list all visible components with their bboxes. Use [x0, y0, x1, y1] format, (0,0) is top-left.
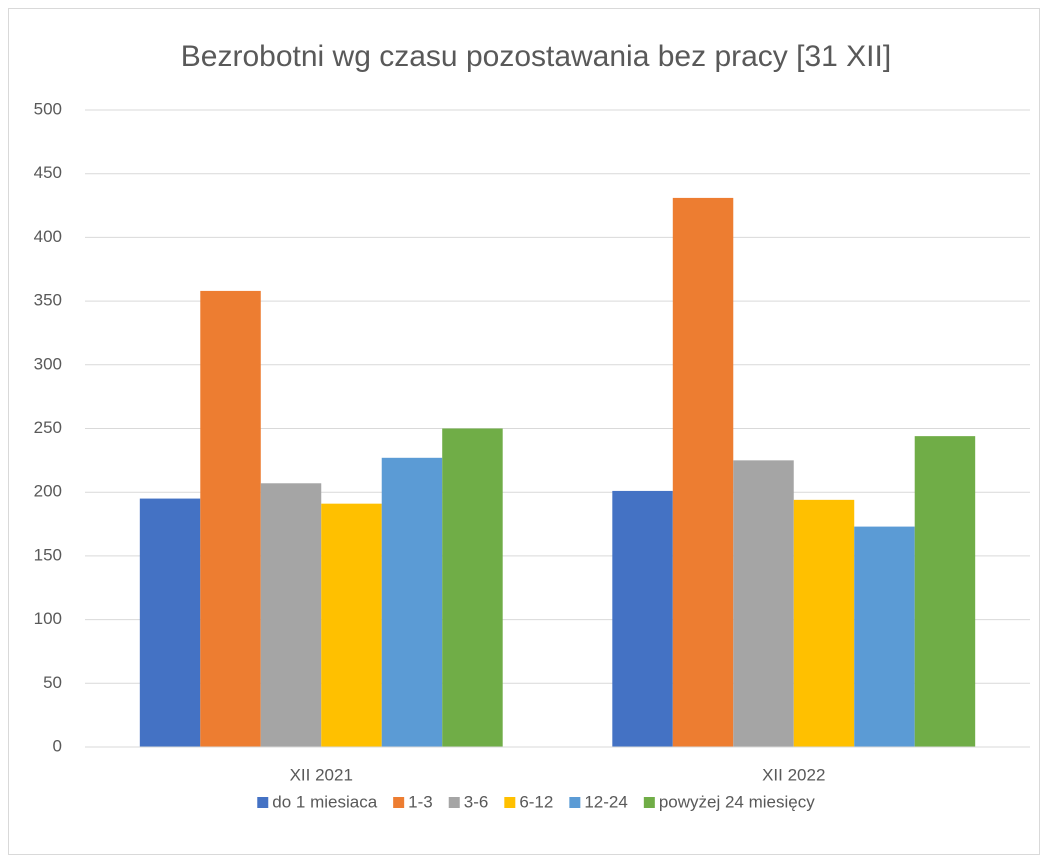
y-tick-label: 150 — [34, 545, 62, 564]
y-tick-label: 200 — [34, 482, 62, 501]
legend-label: 12-24 — [584, 792, 627, 811]
legend-label: 6-12 — [519, 792, 553, 811]
y-tick-label: 400 — [34, 227, 62, 246]
legend-swatch — [504, 797, 516, 808]
legend-swatch — [448, 797, 460, 808]
bar — [612, 490, 673, 747]
legend-label: powyżej 24 miesięcy — [659, 792, 815, 811]
bar — [672, 197, 734, 747]
y-tick-label: 100 — [34, 609, 62, 628]
legend-swatch — [257, 797, 269, 808]
bar — [381, 457, 443, 747]
legend-label: 1-3 — [408, 792, 433, 811]
bar — [321, 503, 382, 747]
bar — [200, 290, 261, 747]
bar — [733, 460, 794, 747]
x-tick-label: XII 2021 — [290, 765, 353, 784]
bar — [793, 499, 855, 747]
y-tick-label: 450 — [34, 163, 62, 182]
x-tick-label: XII 2022 — [762, 765, 825, 784]
y-tick-label: 500 — [34, 99, 62, 118]
y-tick-label: 0 — [53, 736, 62, 755]
chart-title: Bezrobotni wg czasu pozostawania bez pra… — [181, 40, 891, 73]
legend-swatch — [643, 797, 655, 808]
bar — [260, 483, 322, 747]
bar — [442, 428, 503, 747]
bar — [139, 498, 201, 747]
y-tick-label: 250 — [34, 418, 62, 437]
y-tick-label: 300 — [34, 354, 62, 373]
legend-label: do 1 miesiaca — [272, 792, 377, 811]
y-tick-label: 350 — [34, 291, 62, 310]
y-tick-label: 50 — [43, 673, 62, 692]
legend-swatch — [393, 797, 405, 808]
bar — [914, 436, 976, 747]
legend-swatch — [569, 797, 581, 808]
bar — [854, 526, 915, 747]
legend-label: 3-6 — [464, 792, 489, 811]
